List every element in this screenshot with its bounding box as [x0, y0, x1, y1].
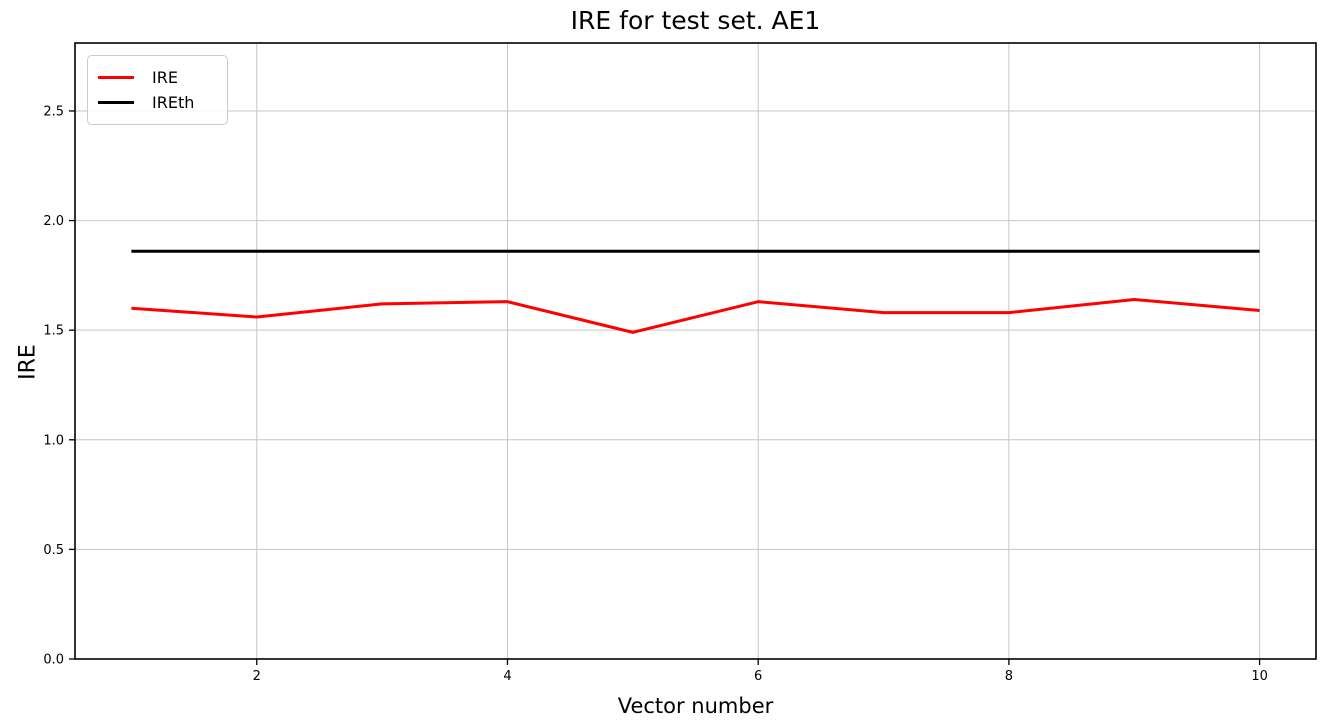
legend: IRE IREth — [87, 55, 228, 125]
legend-line-sample-ire — [98, 76, 134, 79]
x-tick-label: 4 — [503, 669, 511, 684]
legend-entry-ire: IRE — [98, 65, 215, 90]
y-tick-label: 1.0 — [43, 433, 64, 448]
legend-entry-ireth: IREth — [98, 90, 215, 115]
x-tick-label: 6 — [754, 669, 762, 684]
x-axis-label: Vector number — [617, 694, 774, 718]
y-tick-label: 2.0 — [43, 214, 64, 229]
axes-spines — [74, 42, 1317, 660]
chart-title: IRE for test set. AE1 — [570, 6, 821, 35]
y-tick-label: 2.5 — [43, 104, 64, 119]
x-tick-label: 8 — [1005, 669, 1013, 684]
legend-label-ireth: IREth — [152, 93, 195, 112]
x-tick-label: 10 — [1251, 669, 1268, 684]
x-tick-label: 2 — [253, 669, 261, 684]
y-tick-label: 0.0 — [43, 653, 64, 668]
legend-label-ire: IRE — [152, 68, 178, 87]
legend-line-sample-ireth — [98, 101, 134, 104]
y-tick-label: 0.5 — [43, 543, 64, 558]
series-line-ire — [131, 297, 1260, 334]
y-tick-label: 1.5 — [43, 324, 64, 339]
